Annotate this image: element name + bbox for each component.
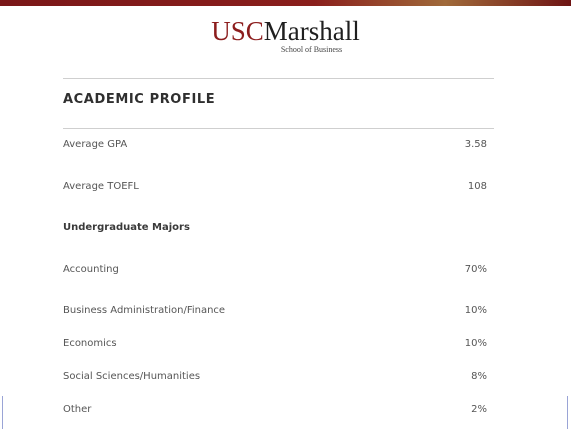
major-row-social-sciences: Social Sciences/Humanities 8% (63, 371, 487, 387)
major-row-other: Other 2% (63, 404, 487, 420)
major-value: 70% (464, 264, 487, 275)
major-label: Social Sciences/Humanities (63, 371, 201, 382)
section-title: ACADEMIC PROFILE (63, 92, 216, 107)
usc-marshall-logo: USCMarshall School of Business (0, 16, 571, 57)
major-label: Economics (63, 338, 117, 349)
major-row-accounting: Accounting 70% (63, 264, 487, 280)
major-label: Business Administration/Finance (63, 305, 226, 316)
majors-heading: Undergraduate Majors (63, 222, 190, 233)
stat-row-gpa: Average GPA 3.58 (63, 139, 487, 155)
logo-wordmark: USCMarshall School of Business (211, 16, 360, 54)
major-label: Accounting (63, 264, 119, 275)
frame-edge-left (2, 396, 3, 429)
divider-under-title (63, 128, 494, 129)
logo-subtitle: School of Business (280, 45, 343, 54)
major-value: 2% (471, 404, 487, 415)
major-row-business-admin-finance: Business Administration/Finance 10% (63, 305, 487, 321)
logo-marshall-text: Marshall (263, 16, 360, 46)
major-value: 10% (464, 338, 487, 349)
frame-edge-right (567, 396, 568, 429)
major-row-economics: Economics 10% (63, 338, 487, 354)
logo-usc-text: USC (211, 16, 264, 46)
stat-value: 3.58 (464, 139, 487, 150)
major-value: 10% (464, 305, 487, 316)
stat-row-toefl: Average TOEFL 108 (63, 181, 487, 197)
major-label: Other (63, 404, 92, 415)
stat-label: Average GPA (63, 139, 128, 150)
stat-label: Average TOEFL (63, 181, 139, 192)
top-banner (0, 0, 571, 6)
divider-top (63, 78, 494, 79)
stat-value: 108 (467, 181, 487, 192)
major-value: 8% (471, 371, 487, 382)
